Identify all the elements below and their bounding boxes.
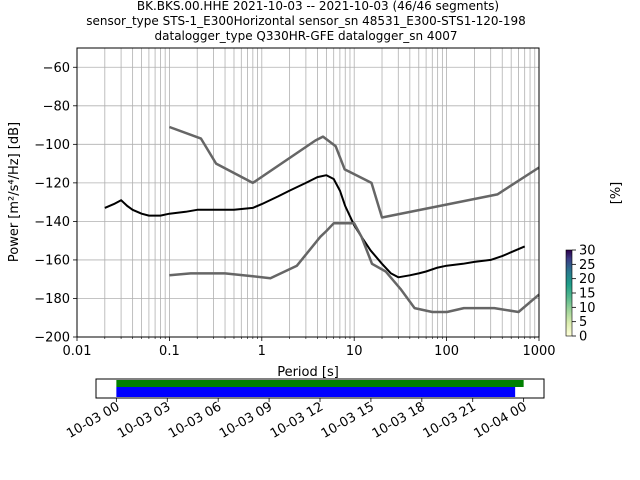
timeline-tick-label: 10-03 06 (166, 399, 224, 441)
x-tick-label: 1 (258, 344, 266, 359)
model-and-mean-lines (104, 125, 540, 314)
timeline-tick-label: 10-03 09 (217, 399, 275, 441)
timeline-tick-label: 10-03 21 (421, 399, 479, 441)
y-tick-label: −60 (43, 61, 70, 76)
colorbar-tick-label: 5 (579, 315, 587, 330)
timeline-tick-label: 10-03 12 (268, 399, 326, 441)
chart-title-line2: sensor_type STS-1_E300Horizontal sensor_… (86, 14, 526, 28)
timeline-tick-label: 10-03 15 (319, 399, 377, 441)
colorbar-tick-label: 0 (579, 330, 587, 345)
colorbar-tick-label: 10 (579, 301, 596, 316)
chart-title-line1: BK.BKS.00.HHE 2021-10-03 -- 2021-10-03 (… (137, 0, 499, 13)
y-tick-label: −180 (34, 292, 70, 307)
y-tick-label: −120 (34, 176, 70, 191)
NLNM-line (169, 222, 540, 314)
timeline-tick-label: 10-04 00 (472, 399, 530, 441)
y-tick-label: −140 (34, 215, 70, 230)
timeline-psd-bar (116, 387, 516, 397)
colorbar-tick-label: 20 (579, 272, 596, 287)
plot-frame (76, 47, 540, 338)
y-tick-label: −160 (34, 253, 70, 268)
mean-line (104, 174, 526, 279)
timeline-bars (116, 380, 524, 397)
timeline-data-bar (116, 380, 524, 387)
colorbar-tick-label: 30 (579, 244, 596, 259)
timeline-tick-label: 10-03 03 (115, 399, 173, 441)
x-tick-label: 10 (346, 344, 363, 359)
x-tick-label: 0.01 (63, 344, 92, 359)
timeline-tick-label: 10-03 18 (370, 399, 428, 441)
NHNM-line (168, 125, 540, 219)
colorbar-gradient (565, 249, 573, 337)
colorbar-tick-label: 15 (579, 287, 596, 302)
x-tick-label: 0.1 (159, 344, 180, 359)
timeline-tick-label: 10-03 00 (64, 399, 122, 441)
psd-plot: 0.01 0.1 1 10 100 1000 −200 −180 −160 −140 −120 −1… (7, 47, 556, 380)
y-tick-label: −100 (34, 138, 70, 153)
x-tick-label: 1000 (522, 344, 555, 359)
y-axis-ticks: −200 −180 −160 −140 −120 −100 −80 −60 (34, 61, 77, 346)
x-axis-ticks: 0.01 0.1 1 10 100 1000 (63, 337, 556, 359)
chart-title-line3: datalogger_type Q330HR-GFE datalogger_sn… (155, 29, 458, 43)
y-tick-label: −80 (43, 99, 70, 114)
x-tick-label: 100 (434, 344, 459, 359)
y-axis-label: Power [m²/s⁴/Hz] [dB] (7, 122, 22, 262)
grid-lines (76, 48, 539, 338)
y-tick-label: −200 (34, 331, 70, 346)
colorbar-label: [%] (609, 182, 624, 205)
colorbar-tick-label: 25 (579, 258, 596, 273)
x-axis-label: Period [s] (277, 365, 339, 380)
